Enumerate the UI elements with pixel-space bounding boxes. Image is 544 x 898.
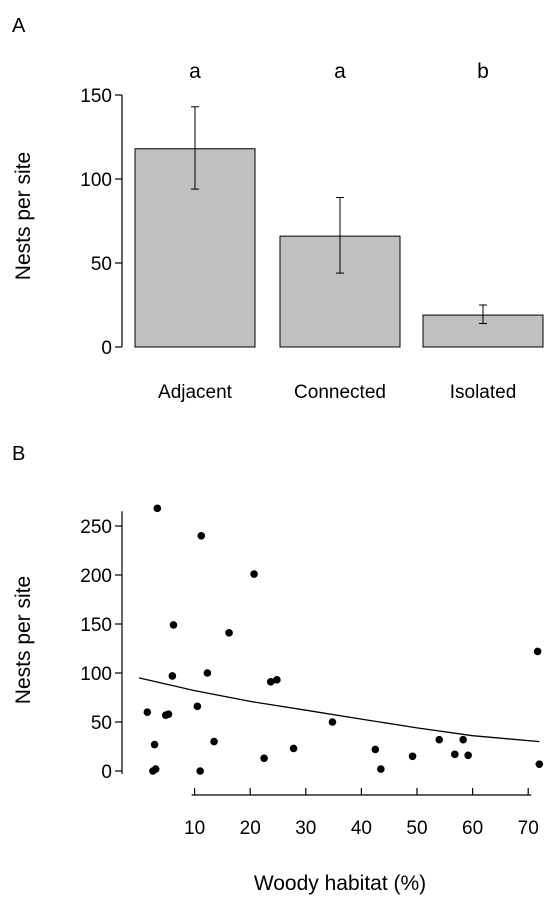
data-point [435, 735, 444, 744]
data-point [250, 570, 258, 578]
x-tick-label-b: 60 [462, 818, 483, 839]
data-point [451, 750, 459, 759]
data-point [203, 669, 212, 677]
data-point [196, 767, 204, 775]
data-point [408, 752, 417, 761]
x-axis-title-b: Woody habitat (%) [254, 872, 426, 895]
data-point [377, 765, 385, 773]
data-point [210, 737, 218, 746]
data-point [164, 710, 173, 718]
significance-letter: b [477, 60, 489, 83]
data-point [169, 621, 178, 629]
data-point [151, 765, 160, 773]
data-point [459, 735, 467, 744]
y-tick-label-b: 200 [80, 566, 112, 587]
y-tick-label-a: 50 [91, 254, 112, 275]
y-tick-label-a: 150 [80, 86, 112, 107]
panel-b-label: B [12, 443, 25, 465]
y-tick-label-a: 100 [80, 170, 112, 191]
data-point [289, 744, 298, 753]
x-tick-label-b: 50 [406, 818, 427, 839]
data-point [197, 532, 206, 540]
panel-a-label: A [12, 15, 26, 37]
data-point [168, 672, 177, 680]
x-tick-label-b: 20 [240, 818, 261, 839]
x-tick-label-b: 40 [351, 818, 372, 839]
x-tick-label-b: 70 [518, 818, 539, 839]
y-tick-label-a: 0 [101, 338, 112, 359]
x-tick-label-a: Isolated [450, 382, 517, 403]
x-tick-label-b: 10 [184, 818, 205, 839]
chart-b: 0 50 100 150 200 250 10 20 30 40 50 60 70 Woody habit… [12, 504, 544, 895]
data-point [143, 708, 152, 716]
data-point [153, 504, 162, 513]
data-point [225, 629, 233, 637]
data-point [535, 760, 544, 768]
data-point [371, 745, 380, 754]
data-point [150, 740, 159, 749]
y-axis-title-b: Nests per site [12, 576, 35, 704]
chart-a: 0 50 100 150 Nests per site Adjacent a Connecte… [12, 60, 544, 403]
y-tick-label-b: 0 [101, 762, 112, 783]
data-point [260, 754, 268, 763]
y-tick-label-b: 100 [80, 664, 112, 685]
x-tick-label-a: Connected [294, 382, 386, 403]
y-tick-label-b: 150 [80, 615, 112, 636]
fit-curve [138, 677, 540, 743]
data-point [273, 676, 281, 684]
x-tick-label-b: 30 [295, 818, 316, 839]
x-tick-label-a: Adjacent [158, 382, 233, 403]
data-point [464, 751, 472, 760]
data-point [266, 678, 275, 686]
data-point [193, 702, 202, 711]
y-tick-label-b: 250 [80, 517, 112, 538]
y-axis-title-a: Nests per site [12, 152, 35, 280]
significance-letter: a [334, 60, 346, 83]
data-point [533, 647, 542, 656]
significance-letter: a [189, 60, 201, 83]
data-point [328, 718, 337, 726]
y-tick-label-b: 50 [91, 713, 112, 734]
